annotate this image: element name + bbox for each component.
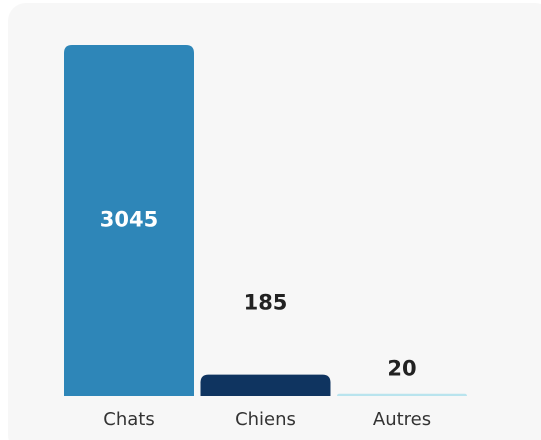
value-label: 185 xyxy=(244,291,288,315)
value-label: 20 xyxy=(387,357,416,381)
bar xyxy=(200,374,331,396)
x-tick-label: Autres xyxy=(373,409,431,430)
value-label: 3045 xyxy=(100,208,158,232)
x-tick-label: Chiens xyxy=(235,409,296,430)
bar xyxy=(337,393,467,396)
bar xyxy=(64,45,194,396)
x-tick-label: Chats xyxy=(103,409,154,430)
